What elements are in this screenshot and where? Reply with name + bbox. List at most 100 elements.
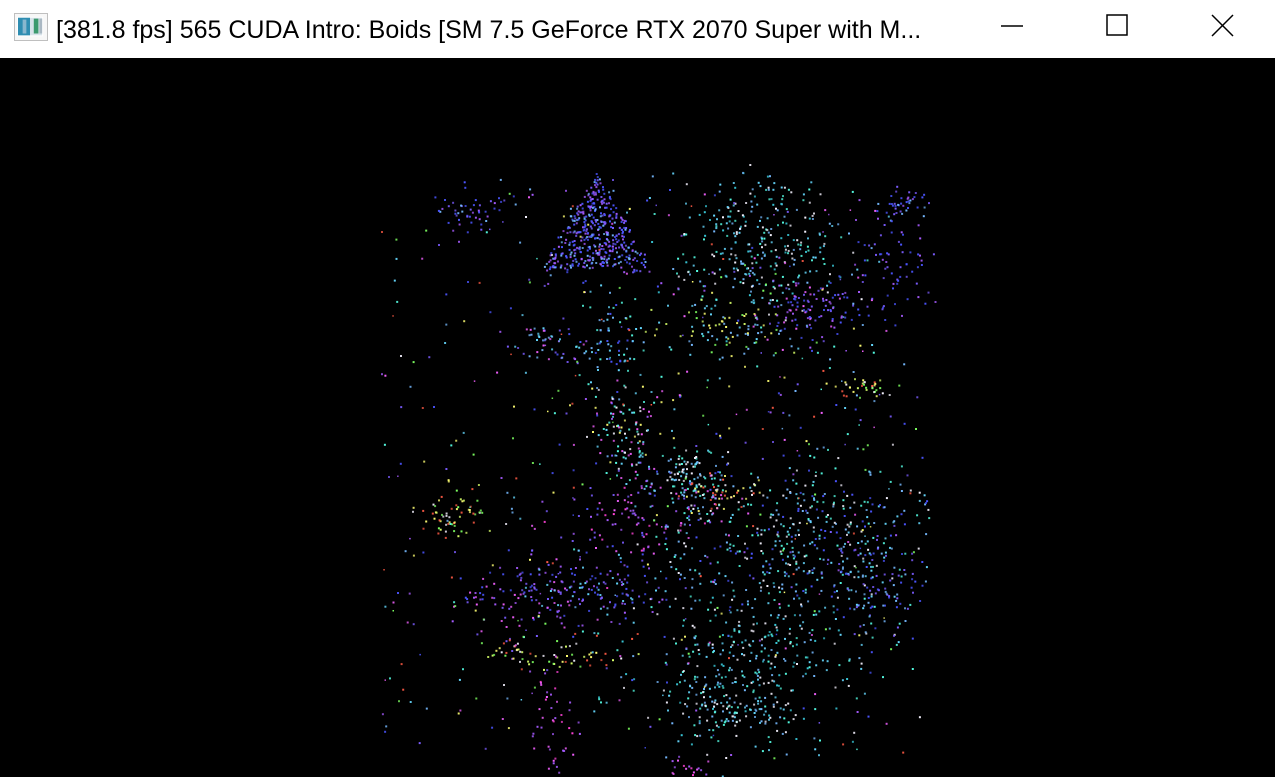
boid-particle xyxy=(727,451,730,454)
boid-particle xyxy=(406,621,409,624)
boid-particle xyxy=(776,533,779,536)
boid-particle xyxy=(875,564,878,567)
boid-particle xyxy=(461,210,464,213)
boid-particle xyxy=(600,256,603,259)
boid-particle xyxy=(736,658,739,661)
boid-particle xyxy=(753,484,756,487)
boid-particle xyxy=(890,203,893,205)
boid-particle xyxy=(768,714,771,717)
boid-particle xyxy=(840,236,843,239)
boid-particle xyxy=(814,639,817,642)
boid-particle xyxy=(806,522,808,525)
boid-particle xyxy=(620,326,623,328)
boid-particle xyxy=(696,735,699,738)
boid-particle xyxy=(842,616,845,619)
boid-particle xyxy=(692,771,695,774)
boid-particle xyxy=(908,202,911,205)
boid-particle xyxy=(809,293,812,296)
boid-particle xyxy=(634,250,637,253)
boid-particle xyxy=(811,349,813,352)
boid-particle xyxy=(694,675,696,678)
boid-particle xyxy=(723,247,726,250)
boid-particle xyxy=(581,598,584,601)
boid-particle xyxy=(491,596,494,599)
boid-particle xyxy=(779,393,782,396)
boid-particle xyxy=(825,520,828,523)
boid-particle xyxy=(819,193,822,196)
boid-particle xyxy=(564,747,567,750)
boid-particle xyxy=(601,265,604,268)
boid-particle xyxy=(736,550,739,553)
boid-particle xyxy=(418,742,421,745)
boid-particle xyxy=(665,653,668,656)
boid-particle xyxy=(721,356,724,359)
boid-particle xyxy=(809,506,812,509)
boid-particle xyxy=(569,264,572,267)
boid-particle xyxy=(683,489,686,492)
boid-particle xyxy=(918,499,921,502)
boid-particle xyxy=(760,700,763,703)
boid-particle xyxy=(629,315,632,318)
boid-particle xyxy=(485,220,488,222)
boid-particle xyxy=(897,574,900,577)
boid-particle xyxy=(711,335,714,338)
boid-particle xyxy=(673,473,676,476)
maximize-button[interactable] xyxy=(1065,0,1170,58)
boid-particle xyxy=(618,255,621,258)
boid-particle xyxy=(775,328,778,331)
boid-particle xyxy=(733,232,735,235)
boid-particle xyxy=(395,257,398,260)
boid-particle xyxy=(792,573,795,576)
boid-particle xyxy=(608,202,610,205)
boid-particle xyxy=(863,381,866,384)
boid-particle xyxy=(755,341,758,344)
boid-particle xyxy=(732,641,735,644)
boid-particle xyxy=(681,470,684,473)
boid-particle xyxy=(696,676,699,679)
boid-particle xyxy=(549,266,552,269)
boid-particle xyxy=(840,549,843,552)
boid-particle xyxy=(484,210,487,213)
boid-particle xyxy=(769,489,772,492)
boid-particle xyxy=(674,554,677,557)
boid-particle xyxy=(728,520,731,523)
boid-particle xyxy=(778,586,781,589)
boid-particle xyxy=(596,586,599,589)
boid-particle xyxy=(866,540,869,543)
boid-particle xyxy=(579,558,581,561)
boid-particle xyxy=(437,532,440,535)
boid-particle xyxy=(580,586,583,589)
boid-particle xyxy=(802,199,805,202)
boid-particle xyxy=(704,477,707,480)
boid-particle xyxy=(718,497,721,500)
boid-particle xyxy=(435,511,438,514)
boid-particle xyxy=(733,595,736,598)
application-window-icon[interactable] xyxy=(14,13,48,41)
boid-particle xyxy=(487,656,490,658)
boid-particle xyxy=(757,534,760,537)
boid-particle xyxy=(730,706,733,709)
boid-particle xyxy=(702,691,704,694)
boid-particle xyxy=(677,531,680,534)
boid-particle xyxy=(811,484,814,487)
boid-particle xyxy=(893,595,896,598)
boid-particle xyxy=(579,231,582,234)
boid-particle xyxy=(577,549,580,552)
boid-particle xyxy=(627,369,629,372)
boid-particle xyxy=(709,327,712,330)
boid-particle xyxy=(807,249,810,252)
boid-particle xyxy=(664,590,667,593)
boids-simulation-viewport[interactable] xyxy=(0,58,1275,777)
boid-particle xyxy=(782,221,784,224)
boid-particle xyxy=(615,550,618,553)
boid-particle xyxy=(606,455,609,458)
boid-particle xyxy=(595,651,598,654)
boid-particle xyxy=(505,626,508,628)
boid-particle xyxy=(710,351,713,354)
boid-particle xyxy=(564,267,567,270)
boid-particle xyxy=(762,571,765,574)
minimize-button[interactable] xyxy=(960,0,1065,58)
close-button[interactable] xyxy=(1170,0,1275,58)
window-titlebar[interactable]: [381.8 fps] 565 CUDA Intro: Boids [SM 7.… xyxy=(0,0,1275,58)
boid-particle xyxy=(445,512,448,515)
